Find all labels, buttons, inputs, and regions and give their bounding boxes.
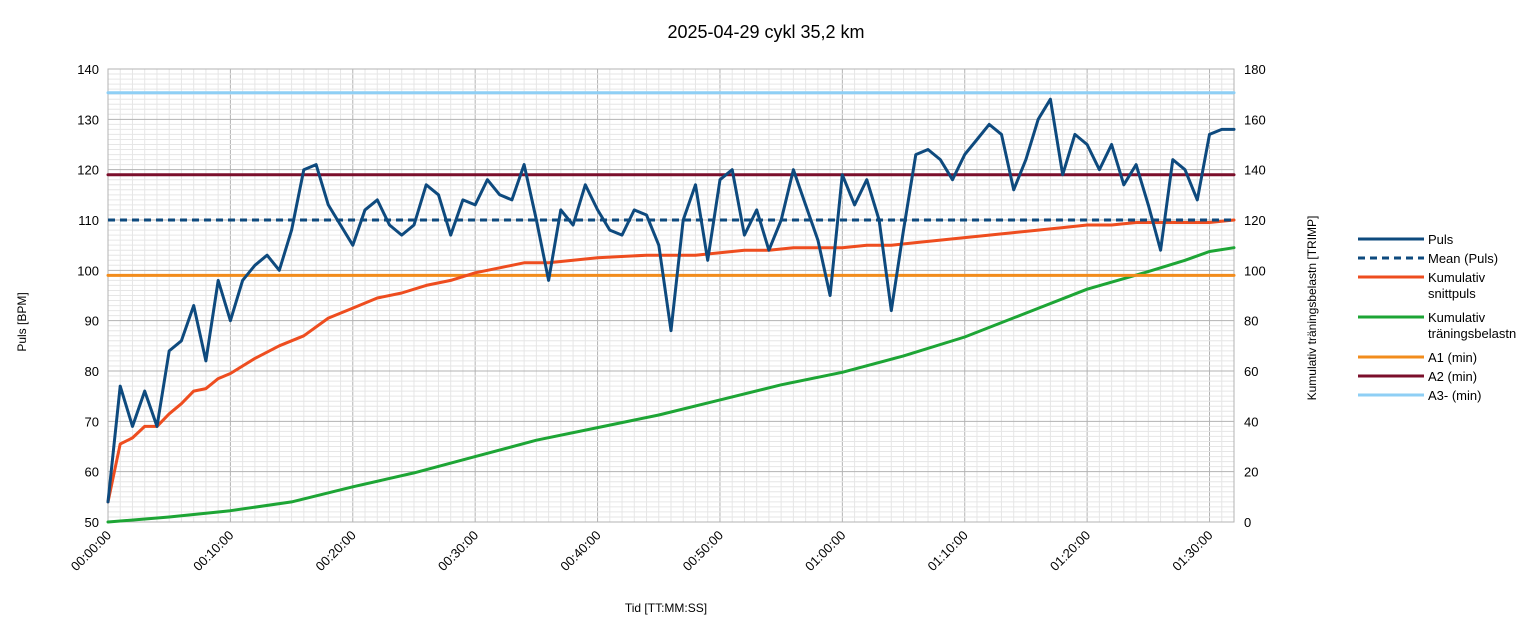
y-tick-label: 140 (77, 62, 99, 77)
x-tick-label: 00:50:00 (680, 528, 726, 574)
plot-frame (107, 68, 1235, 523)
y-tick-label: 60 (85, 465, 99, 480)
x-tick-label: 00:00:00 (68, 528, 114, 574)
y-axis-title: Puls [BPM] (15, 292, 29, 351)
legend-label: snittpuls (1428, 286, 1476, 301)
x-axis-title: Tid [TT:MM:SS] (625, 601, 707, 615)
series-layer (106, 91, 1236, 524)
x-tick-label: 00:40:00 (557, 528, 603, 574)
x-tick-label: 01:20:00 (1047, 528, 1093, 574)
y2-tick-label: 120 (1244, 213, 1266, 228)
legend-label: A1 (min) (1428, 350, 1477, 365)
legend-label: Kumulativ (1428, 270, 1486, 285)
x-tick-label: 01:00:00 (802, 528, 848, 574)
y-tick-label: 50 (85, 515, 99, 530)
chart-title: 2025-04-29 cykl 35,2 km (667, 22, 864, 42)
series-line-2 (106, 218, 1236, 504)
x-tick-label: 00:10:00 (190, 528, 236, 574)
y-tick-label: 80 (85, 364, 99, 379)
y-tick-label: 120 (77, 163, 99, 178)
x-tick-label: 00:20:00 (313, 528, 359, 574)
y2-tick-label: 20 (1244, 465, 1258, 480)
y-tick-label: 130 (77, 112, 99, 127)
y2-tick-label: 100 (1244, 263, 1266, 278)
x-tick-label: 00:30:00 (435, 528, 481, 574)
y-tick-label: 100 (77, 263, 99, 278)
y2-tick-label: 40 (1244, 414, 1258, 429)
y2-tick-label: 0 (1244, 515, 1251, 530)
legend-label: Mean (Puls) (1428, 251, 1498, 266)
y2-tick-label: 160 (1244, 112, 1266, 127)
y2-tick-label: 140 (1244, 163, 1266, 178)
y-tick-label: 70 (85, 414, 99, 429)
grid (107, 68, 1235, 523)
legend-label: A3- (min) (1428, 388, 1481, 403)
y2-axis-title: Kumulativ träningsbelastn [TRIMP] (1305, 216, 1319, 401)
x-tick-label: 01:10:00 (924, 528, 970, 574)
y2-tick-label: 60 (1244, 364, 1258, 379)
series-line-3 (106, 246, 1236, 524)
y-tick-label: 110 (78, 213, 99, 228)
legend-label: träningsbelastn (1428, 326, 1516, 341)
legend-label: A2 (min) (1428, 369, 1477, 384)
y2-tick-label: 180 (1244, 62, 1266, 77)
series-line-0 (106, 97, 1236, 504)
legend-label: Puls (1428, 232, 1454, 247)
y-tick-label: 90 (85, 314, 99, 329)
y2-tick-label: 80 (1244, 314, 1258, 329)
legend-label: Kumulativ (1428, 310, 1486, 325)
x-tick-label: 01:30:00 (1169, 528, 1215, 574)
